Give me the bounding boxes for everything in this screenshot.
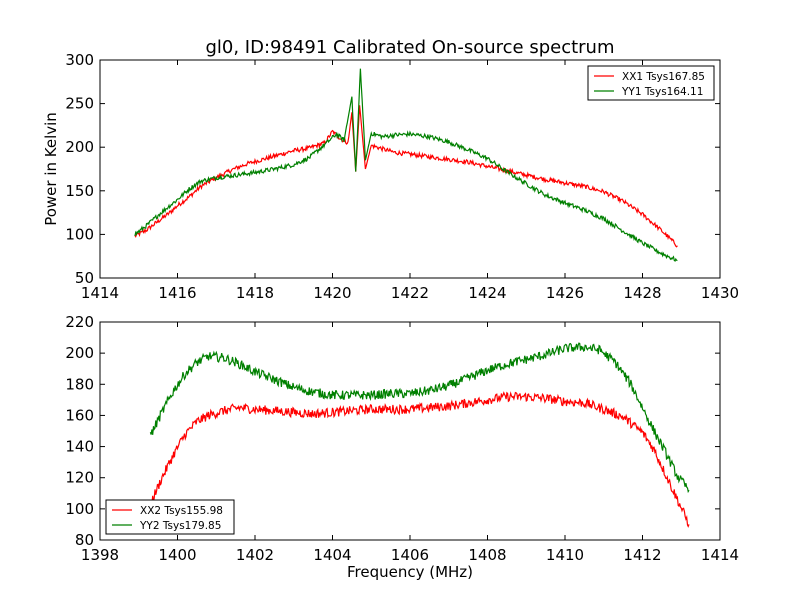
series-line-yy-panel1 xyxy=(134,68,678,262)
top-legend: XX1 Tsys167.85 YY1 Tsys164.11 xyxy=(587,65,715,101)
x-tick-label: 1426 xyxy=(546,284,584,302)
bottom-x-axis-label: Frequency (MHz) xyxy=(347,563,473,581)
y-tick-label: 80 xyxy=(75,531,94,549)
legend-entry-label: YY2 Tsys179.85 xyxy=(139,520,221,532)
y-tick-label: 150 xyxy=(65,182,94,200)
top-spectrum-panel: 1414 1416 1418 1420 1422 1424 1426 1428 1430 50 1… xyxy=(42,51,739,302)
x-tick-label: 1416 xyxy=(158,284,196,302)
series-line-yy-panel2 xyxy=(149,342,690,494)
bottom-legend: XX2 Tsys155.98 YY2 Tsys179.85 xyxy=(105,499,235,535)
x-tick-label: 1404 xyxy=(313,546,351,564)
x-tick-label: 1398 xyxy=(81,546,119,564)
x-tick-label: 1424 xyxy=(468,284,506,302)
x-tick-label: 1422 xyxy=(391,284,429,302)
x-tick-label: 1418 xyxy=(236,284,274,302)
y-tick-label: 100 xyxy=(65,225,94,243)
series-line-xx-panel2 xyxy=(149,391,690,528)
legend-entry-label: YY1 Tsys164.11 xyxy=(621,86,703,98)
x-tick-label: 1412 xyxy=(623,546,661,564)
top-chart-title: gl0, ID:98491 Calibrated On-source spect… xyxy=(205,37,614,58)
y-tick-label: 300 xyxy=(65,51,94,69)
y-tick-label: 250 xyxy=(65,95,94,113)
y-tick-label: 200 xyxy=(65,344,94,362)
x-tick-label: 1414 xyxy=(81,284,119,302)
x-tick-label: 1408 xyxy=(468,546,506,564)
x-tick-label: 1400 xyxy=(158,546,196,564)
y-tick-label: 140 xyxy=(65,438,94,456)
y-tick-label: 220 xyxy=(65,313,94,331)
y-tick-label: 200 xyxy=(65,138,94,156)
legend-entry-label: XX2 Tsys155.98 xyxy=(140,505,223,517)
y-tick-label: 160 xyxy=(65,406,94,424)
x-tick-label: 1402 xyxy=(236,546,274,564)
x-tick-label: 1406 xyxy=(391,546,429,564)
y-tick-label: 180 xyxy=(65,375,94,393)
y-tick-label: 120 xyxy=(65,469,94,487)
series-line-xx-panel1 xyxy=(134,105,678,248)
legend-entry-label: XX1 Tsys167.85 xyxy=(622,71,705,83)
top-y-axis-label: Power in Kelvin xyxy=(42,112,60,226)
x-tick-label: 1430 xyxy=(701,284,739,302)
bottom-spectrum-panel: 1398 1400 1402 1404 1406 1408 1410 1412 1414 80 1… xyxy=(65,313,739,581)
x-tick-label: 1420 xyxy=(313,284,351,302)
x-tick-label: 1428 xyxy=(623,284,661,302)
legend-box xyxy=(587,65,715,101)
y-tick-label: 50 xyxy=(75,269,94,287)
x-tick-label: 1410 xyxy=(546,546,584,564)
y-tick-label: 100 xyxy=(65,500,94,518)
x-tick-label: 1414 xyxy=(701,546,739,564)
legend-box xyxy=(105,499,235,535)
